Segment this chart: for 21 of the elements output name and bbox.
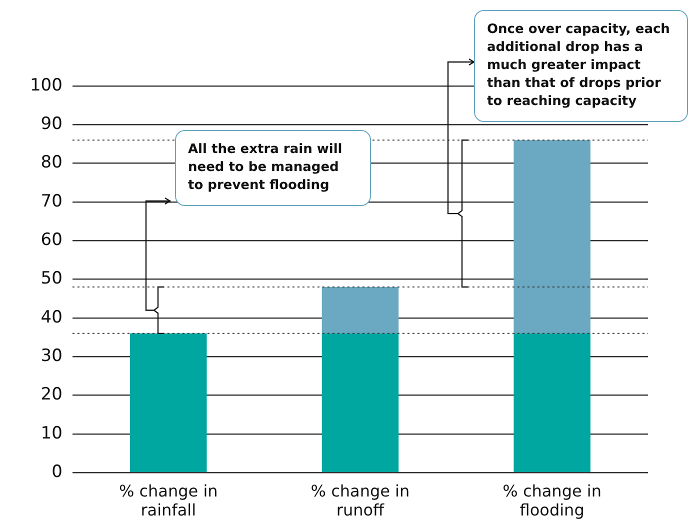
y-tick-label: 60 [40,230,62,250]
bar [322,287,399,334]
y-tick-label: 70 [40,191,62,212]
bar [514,140,590,334]
bar [130,333,207,472]
y-tick-label: 0 [52,462,62,482]
bar [514,333,590,472]
y-tick-label: 30 [40,346,62,366]
x-tick-label: % change in rainfall [118,481,218,520]
y-tick-label: 80 [40,152,62,173]
y-tick-label: 100 [30,75,62,96]
x-tick-label: % change in runoff [310,481,410,520]
x-tick-label: % change in flooding [502,481,602,520]
callout-box: All the extra rain will need to be managed to prevent flooding [175,130,371,206]
y-tick-label: 10 [40,423,62,444]
y-tick-label: 90 [40,114,62,134]
y-tick-label: 20 [40,384,62,405]
y-tick-label: 40 [40,307,62,328]
bar [322,333,399,472]
callout-box: Once over capacity, each additional drop has a much greater impact than that of drops prior to reaching capacity [474,10,688,122]
y-tick-label: 50 [40,268,62,289]
